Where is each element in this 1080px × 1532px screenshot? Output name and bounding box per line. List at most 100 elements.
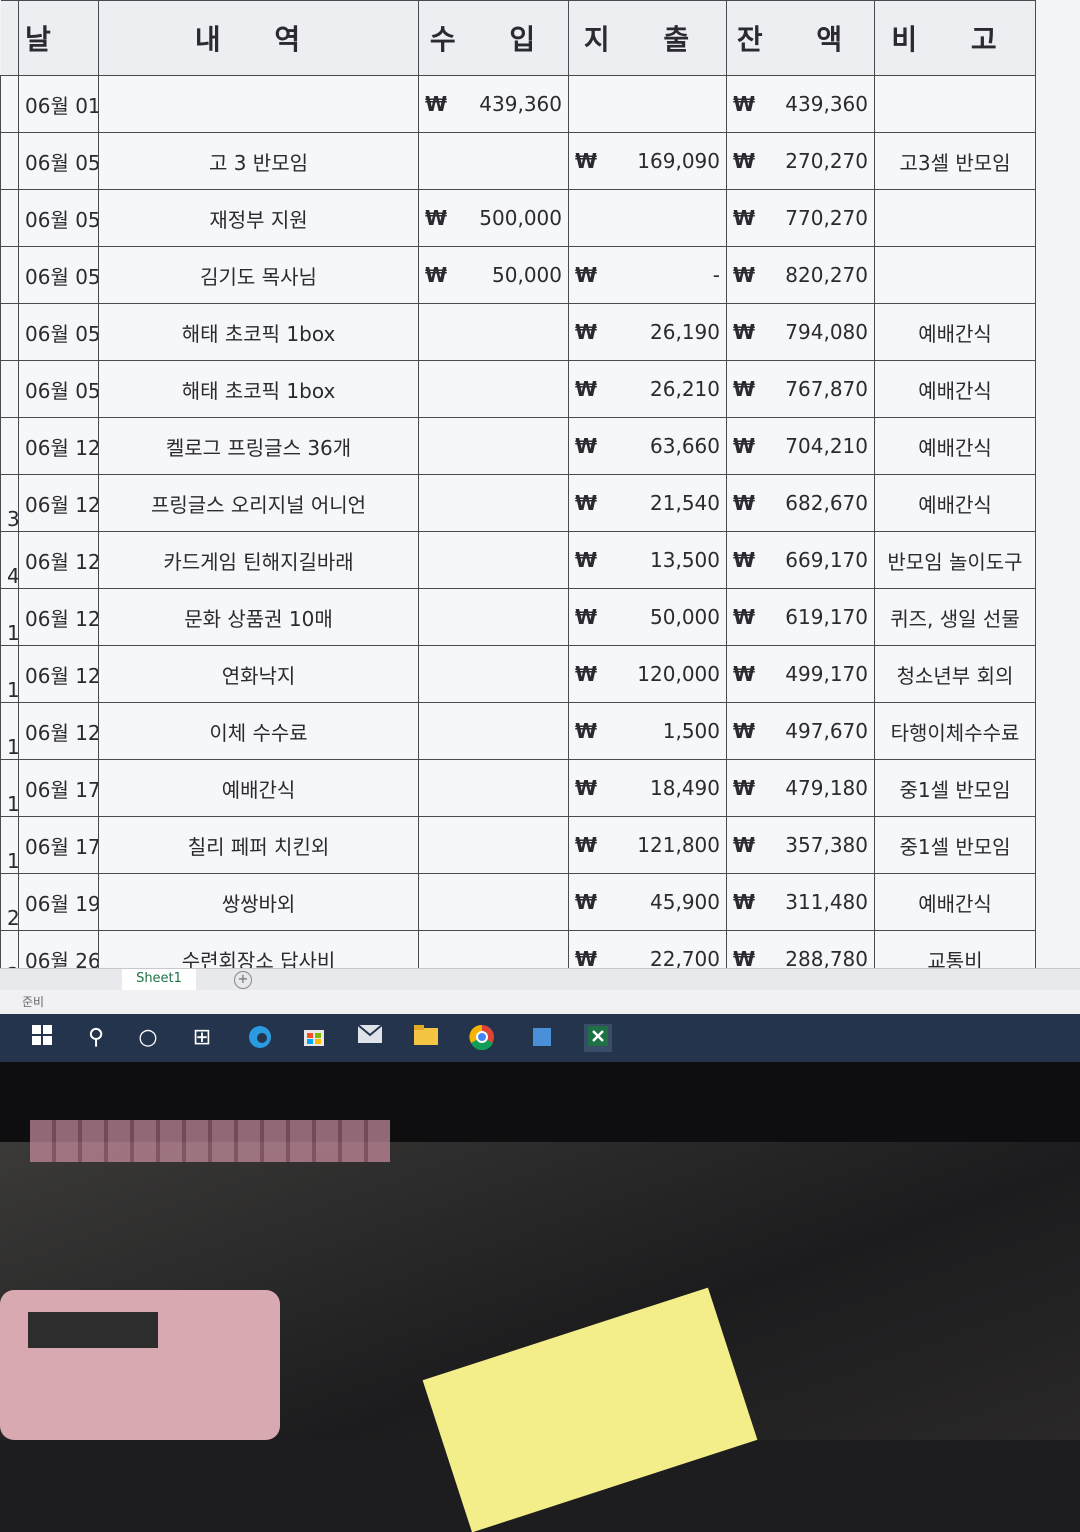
note-cell[interactable]: 예배간식	[874, 474, 1036, 532]
description-cell[interactable]: 김기도 목사님	[98, 246, 419, 304]
income-cell[interactable]	[418, 474, 569, 532]
note-cell[interactable]: 타행이체수수료	[874, 702, 1036, 760]
expense-cell[interactable]: ₩120,000	[568, 645, 727, 703]
expense-cell[interactable]: ₩50,000	[568, 588, 727, 646]
balance-cell[interactable]: ₩499,170	[726, 645, 875, 703]
income-cell[interactable]	[418, 588, 569, 646]
windows-start-icon[interactable]	[28, 1024, 56, 1052]
balance-cell[interactable]: ₩682,670	[726, 474, 875, 532]
date-cell[interactable]: 06월 05일	[18, 132, 99, 190]
income-cell[interactable]	[418, 645, 569, 703]
note-cell[interactable]: 퀴즈, 생일 선물	[874, 588, 1036, 646]
row-number[interactable]: 16	[0, 645, 19, 703]
row-number[interactable]	[0, 360, 19, 418]
income-cell[interactable]	[418, 816, 569, 874]
date-cell[interactable]: 06월 12일	[18, 474, 99, 532]
balance-cell[interactable]: ₩767,870	[726, 360, 875, 418]
expense-cell[interactable]: ₩1,500	[568, 702, 727, 760]
balance-cell[interactable]: ₩770,270	[726, 189, 875, 247]
balance-cell[interactable]: ₩270,270	[726, 132, 875, 190]
app-icon[interactable]	[528, 1024, 556, 1052]
expense-cell[interactable]: ₩63,660	[568, 417, 727, 475]
row-number[interactable]: 15	[0, 588, 19, 646]
row-number[interactable]	[0, 132, 19, 190]
description-cell[interactable]: 카드게임 틴해지길바래	[98, 531, 419, 589]
row-number[interactable]	[0, 246, 19, 304]
description-cell[interactable]: 칠리 페퍼 치킨외	[98, 816, 419, 874]
income-cell[interactable]	[418, 303, 569, 361]
income-cell[interactable]: ₩500,000	[418, 189, 569, 247]
file-explorer-icon[interactable]	[412, 1024, 440, 1052]
store-icon[interactable]	[300, 1024, 328, 1052]
description-cell[interactable]: 예배간식	[98, 759, 419, 817]
note-cell[interactable]	[874, 246, 1036, 304]
header-date[interactable]: 날 짜	[18, 0, 99, 76]
expense-cell[interactable]: ₩ -	[568, 246, 727, 304]
expense-cell[interactable]: ₩169,090	[568, 132, 727, 190]
balance-cell[interactable]: ₩619,170	[726, 588, 875, 646]
date-cell[interactable]: 06월 05일	[18, 360, 99, 418]
balance-cell[interactable]: ₩357,380	[726, 816, 875, 874]
income-cell[interactable]	[418, 873, 569, 931]
date-cell[interactable]: 06월 05일	[18, 246, 99, 304]
date-cell[interactable]: 06월 01일	[18, 75, 99, 133]
row-number[interactable]: 4	[0, 531, 19, 589]
add-sheet-icon[interactable]: +	[234, 971, 252, 989]
row-number[interactable]	[0, 303, 19, 361]
search-icon[interactable]: ⚲	[87, 1025, 105, 1050]
description-cell[interactable]: 문화 상품권 10매	[98, 588, 419, 646]
date-cell[interactable]: 06월 12일	[18, 588, 99, 646]
balance-cell[interactable]: ₩311,480	[726, 873, 875, 931]
expense-cell[interactable]: ₩45,900	[568, 873, 727, 931]
header-income[interactable]: 수 입	[418, 0, 569, 76]
date-cell[interactable]: 06월 19일	[18, 873, 99, 931]
balance-cell[interactable]: ₩497,670	[726, 702, 875, 760]
income-cell[interactable]	[418, 531, 569, 589]
description-cell[interactable]	[98, 75, 419, 133]
expense-cell[interactable]: ₩26,210	[568, 360, 727, 418]
cortana-icon[interactable]: ○	[138, 1025, 158, 1050]
description-cell[interactable]: 프링글스 오리지널 어니언	[98, 474, 419, 532]
row-number[interactable]	[0, 189, 19, 247]
balance-cell[interactable]: ₩820,270	[726, 246, 875, 304]
header-description[interactable]: 내 역	[98, 0, 419, 76]
description-cell[interactable]: 쌍쌍바외	[98, 873, 419, 931]
header-balance[interactable]: 잔 액	[726, 0, 875, 76]
expense-cell[interactable]: ₩13,500	[568, 531, 727, 589]
balance-cell[interactable]: ₩479,180	[726, 759, 875, 817]
note-cell[interactable]: 중1셀 반모임	[874, 816, 1036, 874]
row-number[interactable]: 17	[0, 702, 19, 760]
date-cell[interactable]: 06월 17일	[18, 759, 99, 817]
income-cell[interactable]: ₩439,360	[418, 75, 569, 133]
edge-browser-icon[interactable]	[246, 1024, 274, 1052]
income-cell[interactable]	[418, 360, 569, 418]
income-cell[interactable]	[418, 132, 569, 190]
description-cell[interactable]: 재정부 지원	[98, 189, 419, 247]
date-cell[interactable]: 06월 12일	[18, 702, 99, 760]
row-number[interactable]: 18	[0, 759, 19, 817]
expense-cell[interactable]: ₩26,190	[568, 303, 727, 361]
date-cell[interactable]: 06월 12일	[18, 417, 99, 475]
balance-cell[interactable]: ₩704,210	[726, 417, 875, 475]
row-number[interactable]: 20	[0, 873, 19, 931]
task-view-icon[interactable]: ⊞	[192, 1025, 212, 1050]
mail-icon[interactable]	[356, 1024, 384, 1052]
expense-cell[interactable]	[568, 75, 727, 133]
income-cell[interactable]: ₩50,000	[418, 246, 569, 304]
expense-cell[interactable]: ₩18,490	[568, 759, 727, 817]
date-cell[interactable]: 06월 17일	[18, 816, 99, 874]
header-note[interactable]: 비 고	[874, 0, 1036, 76]
balance-cell[interactable]: ₩669,170	[726, 531, 875, 589]
description-cell[interactable]: 고 3 반모임	[98, 132, 419, 190]
note-cell[interactable]: 반모임 놀이도구	[874, 531, 1036, 589]
chrome-icon[interactable]	[468, 1024, 496, 1052]
income-cell[interactable]	[418, 417, 569, 475]
description-cell[interactable]: 해태 초코픽 1box	[98, 303, 419, 361]
note-cell[interactable]: 예배간식	[874, 360, 1036, 418]
description-cell[interactable]: 켈로그 프링글스 36개	[98, 417, 419, 475]
row-number[interactable]: 19	[0, 816, 19, 874]
expense-cell[interactable]: ₩21,540	[568, 474, 727, 532]
description-cell[interactable]: 이체 수수료	[98, 702, 419, 760]
row-number[interactable]	[0, 417, 19, 475]
excel-icon[interactable]	[584, 1024, 612, 1052]
